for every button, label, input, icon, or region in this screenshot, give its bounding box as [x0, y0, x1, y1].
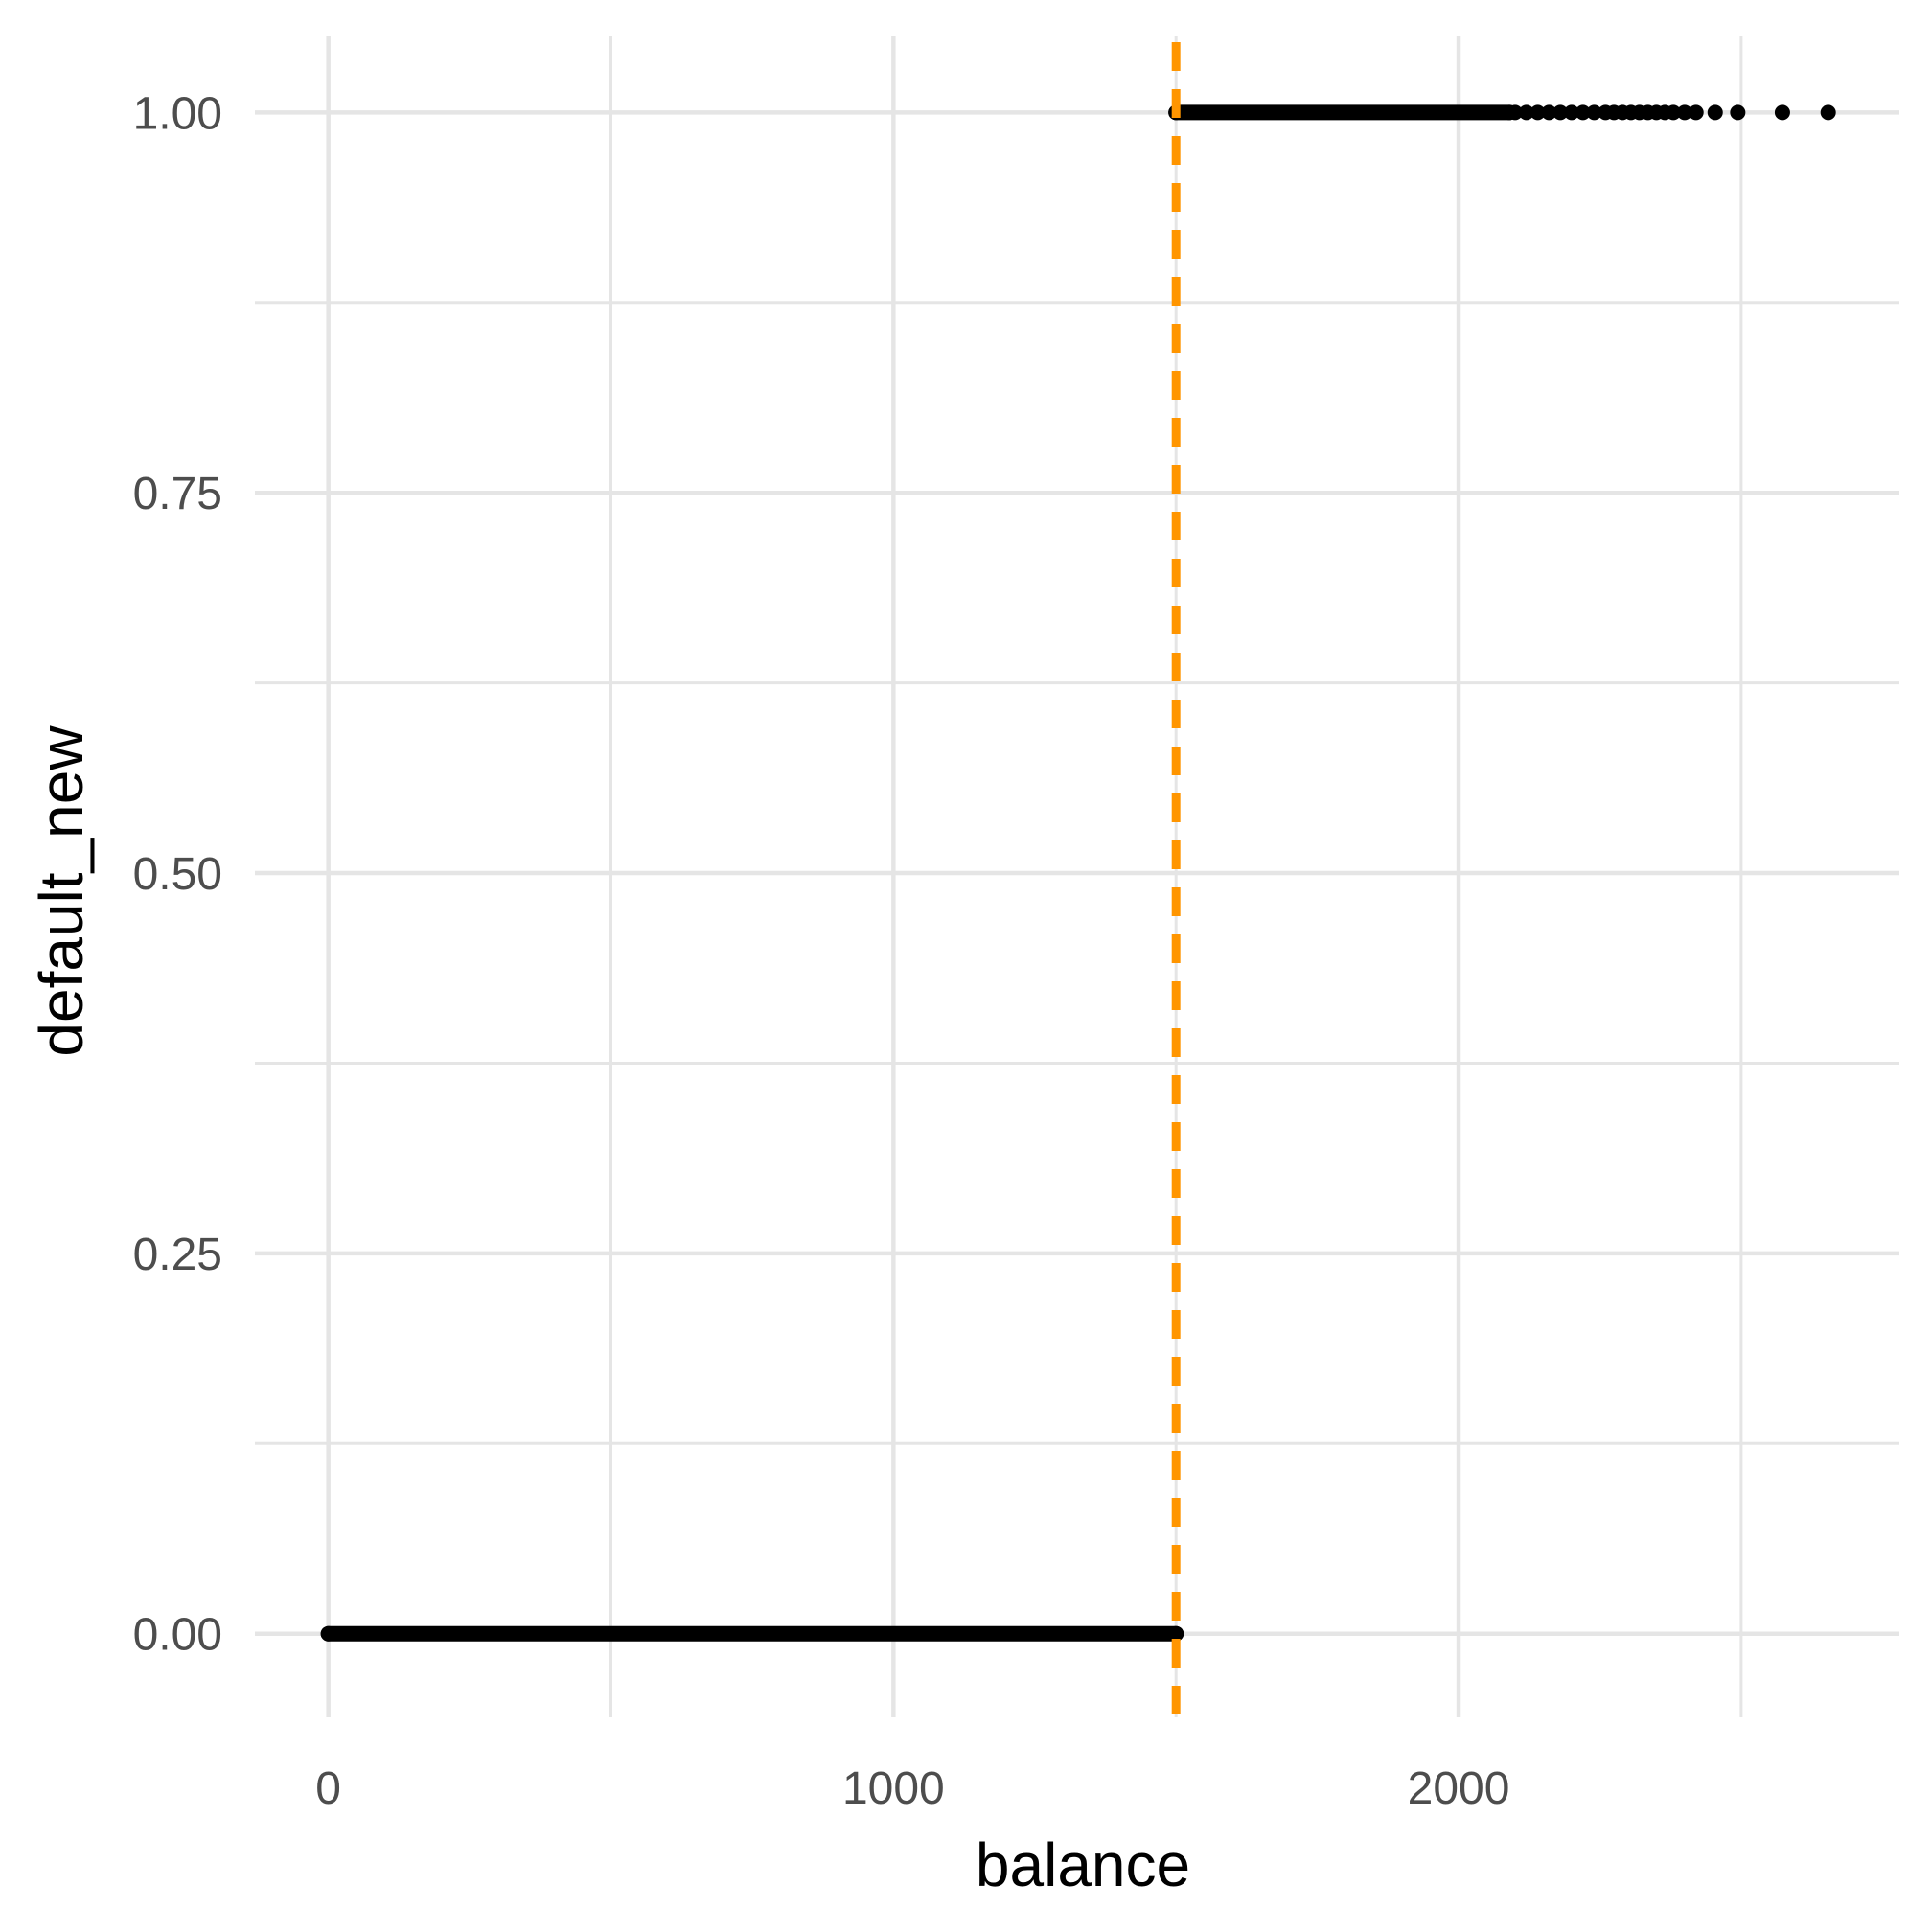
x-tick-label: 2000: [1408, 1763, 1510, 1814]
data-point: [1820, 104, 1836, 121]
x-axis-tick-labels: 0 1000 2000: [315, 1763, 1509, 1814]
data-point: [1168, 1625, 1184, 1642]
x-tick-label: 1000: [842, 1763, 945, 1814]
data-point: [1563, 104, 1579, 121]
minor-gridlines: [255, 36, 1899, 1717]
x-axis-title: balance: [976, 1830, 1190, 1899]
data-point: [1666, 104, 1682, 121]
major-gridlines: [255, 36, 1899, 1717]
data-point: [1530, 104, 1546, 121]
data-point: [1730, 104, 1746, 121]
data-point: [1541, 104, 1557, 121]
data-point: [1707, 104, 1723, 121]
x-tick-label: 0: [315, 1763, 341, 1814]
y-tick-label: 0.75: [133, 469, 222, 519]
y-tick-label: 1.00: [133, 88, 222, 139]
data-point: [1676, 104, 1692, 121]
data-point: [1552, 104, 1569, 121]
y-axis-tick-labels: 0.00 0.25 0.50 0.75 1.00: [133, 88, 222, 1660]
data-point: [320, 1625, 336, 1642]
data-point: [1575, 104, 1591, 121]
data-point: [1586, 104, 1602, 121]
data-point: [1774, 104, 1790, 121]
data-point: [1688, 104, 1704, 121]
y-tick-label: 0.25: [133, 1230, 222, 1280]
data-point: [1518, 104, 1534, 121]
y-tick-label: 0.00: [133, 1610, 222, 1661]
data-points: [320, 104, 1836, 1642]
y-axis-title: default_new: [27, 725, 96, 1057]
y-tick-label: 0.50: [133, 849, 222, 900]
data-point: [1507, 104, 1524, 121]
